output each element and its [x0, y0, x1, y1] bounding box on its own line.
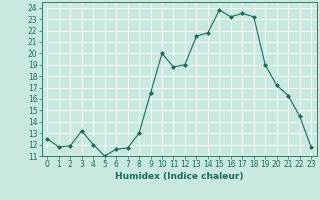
X-axis label: Humidex (Indice chaleur): Humidex (Indice chaleur) [115, 172, 244, 181]
